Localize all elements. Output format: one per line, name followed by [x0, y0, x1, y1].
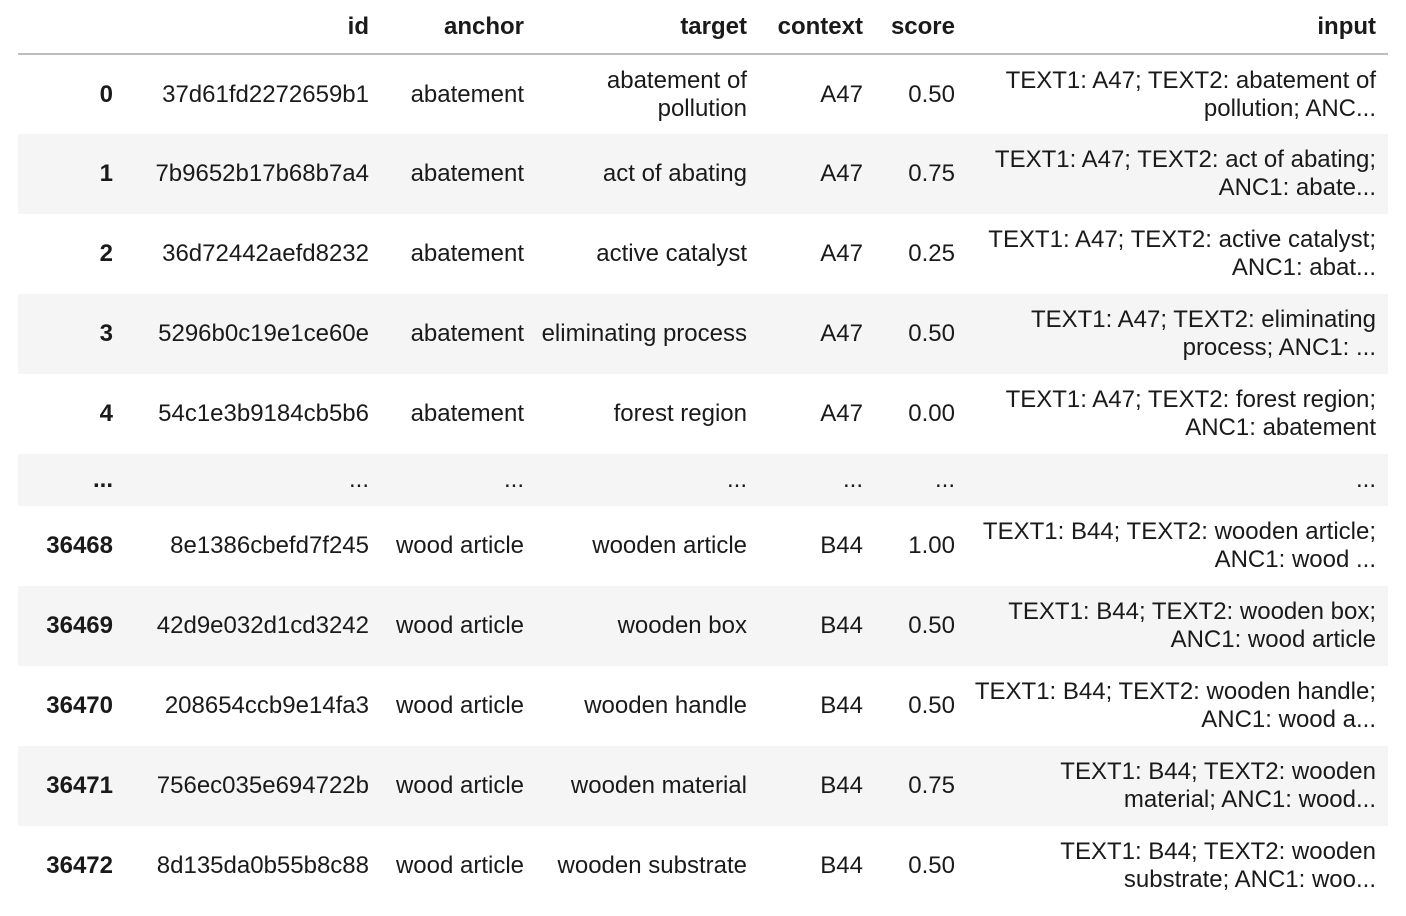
cell-input: TEXT1: B44; TEXT2: wooden substrate; ANC… [967, 826, 1388, 906]
cell-id: ... [125, 454, 381, 506]
table-row: 3 5296b0c19e1ce60e abatement eliminating… [18, 294, 1388, 374]
cell-anchor: wood article [381, 586, 536, 666]
table-row: 2 36d72442aefd8232 abatement active cata… [18, 214, 1388, 294]
cell-input: TEXT1: B44; TEXT2: wooden article; ANC1:… [967, 506, 1388, 586]
cell-score: 0.00 [875, 374, 967, 454]
cell-id: 42d9e032d1cd3242 [125, 586, 381, 666]
cell-id: 36d72442aefd8232 [125, 214, 381, 294]
column-header-anchor: anchor [381, 0, 536, 54]
cell-id: 8e1386cbefd7f245 [125, 506, 381, 586]
row-index: 4 [18, 374, 125, 454]
column-header-context: context [759, 0, 875, 54]
cell-score: 0.50 [875, 54, 967, 134]
cell-anchor: abatement [381, 294, 536, 374]
cell-input: TEXT1: A47; TEXT2: eliminating process; … [967, 294, 1388, 374]
cell-target: forest region [536, 374, 759, 454]
cell-target: active catalyst [536, 214, 759, 294]
row-index: 2 [18, 214, 125, 294]
cell-target: wooden handle [536, 666, 759, 746]
cell-score: 0.50 [875, 826, 967, 906]
cell-input: ... [967, 454, 1388, 506]
cell-id: 7b9652b17b68b7a4 [125, 134, 381, 214]
cell-context: ... [759, 454, 875, 506]
cell-id: 5296b0c19e1ce60e [125, 294, 381, 374]
cell-score: ... [875, 454, 967, 506]
row-index: 36470 [18, 666, 125, 746]
cell-score: 0.50 [875, 294, 967, 374]
cell-input: TEXT1: A47; TEXT2: forest region; ANC1: … [967, 374, 1388, 454]
cell-id: 37d61fd2272659b1 [125, 54, 381, 134]
table-row: 36468 8e1386cbefd7f245 wood article wood… [18, 506, 1388, 586]
cell-id: 54c1e3b9184cb5b6 [125, 374, 381, 454]
cell-context: B44 [759, 586, 875, 666]
cell-target: wooden material [536, 746, 759, 826]
cell-anchor: abatement [381, 54, 536, 134]
cell-context: B44 [759, 826, 875, 906]
cell-anchor: wood article [381, 506, 536, 586]
cell-target: wooden box [536, 586, 759, 666]
cell-target: ... [536, 454, 759, 506]
table-row: 0 37d61fd2272659b1 abatement abatement o… [18, 54, 1388, 134]
table-row: 36471 756ec035e694722b wood article wood… [18, 746, 1388, 826]
cell-input: TEXT1: A47; TEXT2: abatement of pollutio… [967, 54, 1388, 134]
cell-input: TEXT1: B44; TEXT2: wooden handle; ANC1: … [967, 666, 1388, 746]
table-row: 1 7b9652b17b68b7a4 abatement act of abat… [18, 134, 1388, 214]
row-index: ... [18, 454, 125, 506]
cell-score: 1.00 [875, 506, 967, 586]
row-index: 36472 [18, 826, 125, 906]
column-header-input: input [967, 0, 1388, 54]
index-header [18, 0, 125, 54]
cell-score: 0.50 [875, 666, 967, 746]
cell-input: TEXT1: A47; TEXT2: active catalyst; ANC1… [967, 214, 1388, 294]
row-index: 36468 [18, 506, 125, 586]
cell-context: A47 [759, 214, 875, 294]
cell-id: 8d135da0b55b8c88 [125, 826, 381, 906]
table-body: 0 37d61fd2272659b1 abatement abatement o… [18, 54, 1388, 906]
cell-target: eliminating process [536, 294, 759, 374]
cell-score: 0.75 [875, 134, 967, 214]
cell-target: wooden substrate [536, 826, 759, 906]
cell-target: abatement of pollution [536, 54, 759, 134]
cell-anchor: abatement [381, 134, 536, 214]
cell-target: act of abating [536, 134, 759, 214]
cell-context: A47 [759, 54, 875, 134]
cell-score: 0.50 [875, 586, 967, 666]
dataframe-output: id anchor target context score input 0 3… [18, 0, 1388, 906]
table-row: 36472 8d135da0b55b8c88 wood article wood… [18, 826, 1388, 906]
ellipsis-row: ... ... ... ... ... ... ... [18, 454, 1388, 506]
cell-context: B44 [759, 746, 875, 826]
cell-id: 756ec035e694722b [125, 746, 381, 826]
cell-context: A47 [759, 294, 875, 374]
cell-score: 0.25 [875, 214, 967, 294]
cell-anchor: abatement [381, 214, 536, 294]
cell-anchor: ... [381, 454, 536, 506]
row-index: 0 [18, 54, 125, 134]
table-row: 36469 42d9e032d1cd3242 wood article wood… [18, 586, 1388, 666]
dataframe-table: id anchor target context score input 0 3… [18, 0, 1388, 906]
row-index: 36469 [18, 586, 125, 666]
row-index: 3 [18, 294, 125, 374]
cell-input: TEXT1: B44; TEXT2: wooden material; ANC1… [967, 746, 1388, 826]
table-row: 36470 208654ccb9e14fa3 wood article wood… [18, 666, 1388, 746]
cell-context: B44 [759, 666, 875, 746]
table-row: 4 54c1e3b9184cb5b6 abatement forest regi… [18, 374, 1388, 454]
cell-anchor: wood article [381, 826, 536, 906]
cell-context: A47 [759, 134, 875, 214]
cell-context: A47 [759, 374, 875, 454]
column-header-score: score [875, 0, 967, 54]
cell-context: B44 [759, 506, 875, 586]
cell-target: wooden article [536, 506, 759, 586]
column-header-target: target [536, 0, 759, 54]
row-index: 36471 [18, 746, 125, 826]
cell-input: TEXT1: B44; TEXT2: wooden box; ANC1: woo… [967, 586, 1388, 666]
column-header-id: id [125, 0, 381, 54]
row-index: 1 [18, 134, 125, 214]
cell-id: 208654ccb9e14fa3 [125, 666, 381, 746]
cell-score: 0.75 [875, 746, 967, 826]
cell-anchor: abatement [381, 374, 536, 454]
header-row: id anchor target context score input [18, 0, 1388, 54]
cell-anchor: wood article [381, 746, 536, 826]
cell-input: TEXT1: A47; TEXT2: act of abating; ANC1:… [967, 134, 1388, 214]
cell-anchor: wood article [381, 666, 536, 746]
